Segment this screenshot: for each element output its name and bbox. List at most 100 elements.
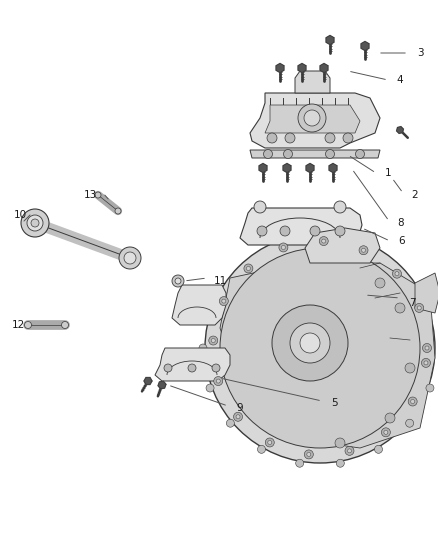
Circle shape [347, 449, 351, 453]
Circle shape [27, 215, 43, 231]
Text: 12: 12 [11, 320, 25, 330]
Circle shape [206, 384, 214, 392]
Circle shape [188, 364, 196, 372]
Circle shape [325, 133, 335, 143]
Circle shape [304, 110, 320, 126]
Circle shape [319, 237, 328, 246]
Circle shape [385, 413, 395, 423]
Circle shape [395, 272, 399, 276]
Circle shape [300, 333, 320, 353]
Circle shape [336, 459, 344, 467]
Circle shape [298, 104, 326, 132]
Circle shape [212, 364, 220, 372]
Circle shape [359, 246, 368, 255]
Circle shape [356, 149, 364, 158]
Circle shape [307, 453, 311, 456]
Text: 9: 9 [237, 403, 244, 413]
Circle shape [247, 266, 251, 270]
Polygon shape [326, 36, 334, 44]
Circle shape [257, 226, 267, 236]
Text: 6: 6 [399, 236, 405, 246]
Circle shape [415, 303, 424, 312]
Circle shape [199, 344, 207, 352]
Circle shape [343, 133, 353, 143]
Circle shape [226, 419, 234, 427]
Circle shape [265, 438, 274, 447]
Text: 2: 2 [412, 190, 418, 200]
Circle shape [322, 239, 326, 243]
Circle shape [205, 233, 435, 463]
Polygon shape [220, 263, 435, 448]
Polygon shape [329, 164, 337, 173]
Circle shape [61, 321, 68, 328]
Circle shape [258, 446, 265, 454]
Circle shape [211, 338, 215, 343]
Circle shape [425, 346, 429, 350]
Circle shape [268, 440, 272, 445]
Polygon shape [361, 42, 369, 51]
Text: 7: 7 [409, 298, 415, 308]
Circle shape [115, 208, 121, 214]
Circle shape [375, 278, 385, 288]
Circle shape [310, 226, 320, 236]
Polygon shape [259, 164, 267, 173]
Circle shape [417, 306, 421, 310]
Polygon shape [397, 127, 403, 133]
Circle shape [172, 275, 184, 287]
Circle shape [164, 364, 172, 372]
Circle shape [325, 149, 335, 158]
Circle shape [381, 428, 390, 437]
Circle shape [272, 305, 348, 381]
Circle shape [392, 269, 402, 278]
Circle shape [280, 226, 290, 236]
Polygon shape [306, 164, 314, 173]
Circle shape [296, 459, 304, 467]
Circle shape [236, 415, 240, 419]
Polygon shape [283, 164, 291, 173]
Circle shape [279, 243, 288, 252]
Circle shape [411, 400, 415, 403]
Polygon shape [144, 377, 152, 384]
Circle shape [374, 446, 382, 454]
Circle shape [119, 247, 141, 269]
Circle shape [426, 384, 434, 392]
Circle shape [254, 201, 266, 213]
Text: 3: 3 [417, 48, 423, 58]
Polygon shape [320, 63, 328, 72]
Circle shape [361, 248, 366, 252]
Circle shape [244, 264, 253, 273]
Circle shape [233, 413, 243, 421]
Circle shape [206, 304, 214, 312]
Circle shape [267, 133, 277, 143]
Circle shape [335, 438, 345, 448]
Circle shape [219, 296, 228, 305]
Polygon shape [158, 381, 166, 389]
Circle shape [281, 246, 286, 249]
Circle shape [408, 397, 417, 406]
Text: 10: 10 [14, 210, 27, 220]
Polygon shape [415, 273, 438, 313]
Polygon shape [155, 348, 230, 381]
Polygon shape [240, 208, 362, 245]
Circle shape [220, 248, 420, 448]
Circle shape [124, 252, 136, 264]
Circle shape [214, 377, 223, 385]
Circle shape [406, 419, 413, 427]
Polygon shape [276, 63, 284, 72]
Circle shape [395, 303, 405, 313]
Circle shape [423, 343, 431, 352]
Circle shape [421, 358, 431, 367]
Polygon shape [250, 150, 380, 158]
Circle shape [216, 379, 220, 383]
Circle shape [334, 201, 346, 213]
Text: 11: 11 [213, 276, 226, 286]
Circle shape [335, 226, 345, 236]
Text: 8: 8 [398, 218, 404, 228]
Text: 1: 1 [385, 168, 391, 178]
Polygon shape [172, 285, 226, 325]
Circle shape [285, 133, 295, 143]
Circle shape [209, 336, 218, 345]
Text: 13: 13 [83, 190, 97, 200]
Circle shape [25, 321, 32, 328]
Circle shape [264, 149, 272, 158]
